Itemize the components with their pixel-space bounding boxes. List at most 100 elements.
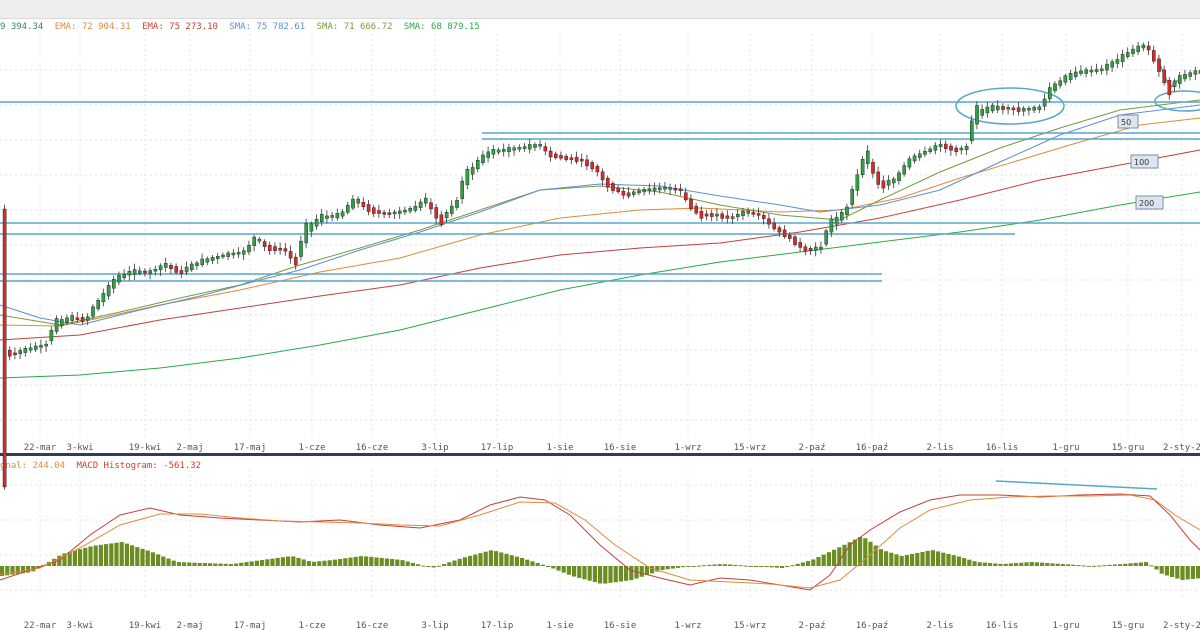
- macd-histogram-bar: [364, 556, 369, 566]
- candle-up: [1183, 74, 1187, 80]
- candle-up: [335, 213, 340, 219]
- sma-200-line: [0, 191, 1200, 379]
- macd-histogram-bar: [400, 560, 405, 566]
- macd-histogram-bar: [62, 553, 67, 566]
- macd-histogram-bar: [1154, 566, 1159, 570]
- macd-histogram-bar: [379, 557, 384, 566]
- candle-up: [824, 230, 828, 245]
- candle-down: [871, 161, 875, 174]
- macd-divergence-line: [995, 480, 1158, 490]
- x-tick-label: 2-lis: [926, 621, 953, 630]
- macd-histogram-bar: [1107, 564, 1112, 566]
- candle-up: [127, 271, 132, 276]
- macd-histogram-bar: [208, 563, 213, 566]
- candle-down: [75, 317, 80, 320]
- candle-up: [517, 147, 522, 150]
- candle-up: [210, 257, 215, 261]
- macd-histogram-bar: [686, 566, 691, 567]
- annotation-ellipse: [955, 87, 1065, 125]
- macd-histogram-bar: [764, 566, 769, 567]
- macd-histogram-bar: [270, 558, 275, 566]
- candle-up: [1193, 70, 1198, 75]
- candle-down: [1001, 106, 1005, 110]
- x-tick-label: 22-mar: [24, 621, 57, 630]
- macd-histogram-bar: [218, 563, 223, 566]
- candle-up: [106, 285, 111, 297]
- candle-up: [1073, 71, 1078, 77]
- candle-up: [247, 245, 251, 253]
- macd-histogram-bar: [353, 556, 358, 566]
- macd-histogram-bar: [130, 545, 135, 566]
- candle-up: [933, 145, 938, 151]
- macd-histogram-bar: [67, 551, 72, 566]
- macd-histogram-bar: [1076, 565, 1081, 567]
- candle-down: [590, 162, 594, 170]
- macd-histogram-bar: [88, 546, 93, 566]
- x-tick-label: 19-kwi: [129, 621, 162, 630]
- macd-histogram-bar: [785, 566, 790, 567]
- macd-histogram-bar: [618, 566, 623, 582]
- x-tick-label: 1-gru: [1052, 621, 1079, 630]
- candle-up: [507, 147, 511, 153]
- macd-histogram-bar: [145, 550, 150, 566]
- candle-up: [1115, 59, 1120, 64]
- candle-down: [7, 349, 12, 357]
- candle-down: [1157, 58, 1161, 72]
- macd-histogram-bar: [910, 554, 915, 566]
- candle-down: [143, 270, 147, 274]
- macd-histogram-bar: [10, 566, 15, 575]
- macd-histogram-bar: [348, 557, 353, 566]
- macd-histogram-bar: [265, 559, 270, 566]
- candle-up: [236, 251, 241, 255]
- macd-histogram-bar: [1060, 564, 1065, 566]
- macd-histogram-bar: [431, 566, 436, 568]
- candle-up: [970, 120, 974, 142]
- macd-histogram-bar: [696, 565, 701, 567]
- macd-histogram-bar: [436, 565, 441, 567]
- candle-down: [278, 248, 283, 251]
- candle-down: [678, 188, 683, 192]
- grid: [0, 34, 1200, 600]
- candle-up: [132, 269, 137, 275]
- macd-histogram-bar: [878, 549, 883, 566]
- x-tick-label: 16-sie: [604, 443, 637, 453]
- macd-histogram-bar: [306, 561, 311, 566]
- x-tick-label: 1-cze: [298, 443, 325, 453]
- macd-histogram-bar: [1097, 565, 1102, 567]
- legend-item: SMA: 71 666.72: [316, 22, 393, 32]
- candle-up: [1047, 87, 1052, 100]
- x-tick-label: 2-lis: [926, 443, 953, 453]
- macd-histogram-bar: [956, 556, 961, 566]
- x-tick-label: 3-kwi: [66, 443, 93, 453]
- candle-up: [158, 265, 163, 271]
- candle-down: [595, 165, 600, 173]
- macd-histogram-bar: [998, 563, 1003, 566]
- annotation-ellipse: [1154, 90, 1200, 112]
- candle-down: [268, 245, 272, 252]
- candle-up: [1079, 70, 1083, 74]
- candle-up: [829, 218, 834, 233]
- macd-histogram-bar: [873, 545, 878, 566]
- candle-down: [288, 251, 293, 259]
- candle-down: [372, 207, 376, 214]
- macd-histogram-bar: [452, 560, 457, 566]
- candle-down: [382, 212, 387, 215]
- candle-down: [762, 214, 766, 219]
- candle-up: [1120, 54, 1125, 62]
- macd-histogram-bar: [322, 560, 327, 566]
- candle-up: [44, 343, 48, 347]
- macd-histogram-bar: [1045, 563, 1050, 566]
- macd-histogram-bar: [1159, 566, 1164, 574]
- x-tick-label: 3-kwi: [66, 621, 93, 630]
- macd-histogram-bar: [384, 558, 389, 566]
- macd-histogram-bar: [592, 566, 597, 583]
- macd-histogram-bar: [223, 563, 228, 566]
- candle-up: [137, 270, 142, 274]
- x-tick-label: 1-sie: [546, 443, 573, 453]
- sma-50-line: [0, 104, 1200, 326]
- candle-down: [710, 213, 714, 217]
- macd-histogram-bar: [540, 564, 545, 566]
- candle-up: [351, 198, 355, 209]
- macd-histogram-bar: [1071, 564, 1076, 566]
